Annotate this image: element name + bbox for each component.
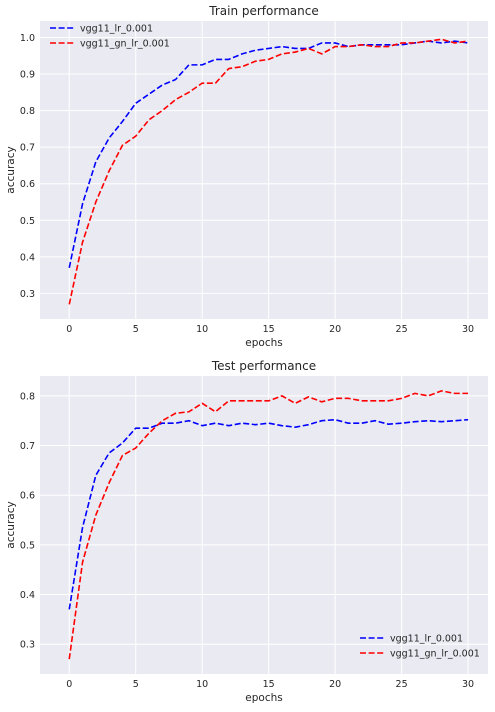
y-tick-label: 1.0 — [20, 33, 35, 44]
x-axis-label: epochs — [245, 337, 282, 349]
legend: vgg11_lr_0.001 vgg11_gn_lr_0.001 — [50, 24, 170, 50]
legend: vgg11_lr_0.001 vgg11_gn_lr_0.001 — [360, 634, 480, 660]
x-tick-label: 15 — [263, 324, 275, 335]
y-axis-label: accuracy — [5, 501, 17, 548]
chart-panel-2: 0 5 10 15 20 25 30 0.3 0.4 0.5 0.6 0.7 0.8 Test perfo… — [5, 359, 488, 704]
chart-title: Train performance — [208, 4, 318, 18]
chart-title: Test performance — [211, 359, 316, 373]
y-tick-label: 0.8 — [20, 106, 35, 117]
x-tick-label: 20 — [329, 679, 341, 690]
y-tick-label: 0.4 — [20, 590, 35, 601]
x-tick-label: 0 — [66, 324, 72, 335]
legend-label: vgg11_gn_lr_0.001 — [390, 649, 480, 660]
series-line-vgg11_lr_0.001 — [68, 418, 469, 610]
x-tick-label: 15 — [263, 679, 275, 690]
x-tick-label: 20 — [329, 324, 341, 335]
y-tick-label: 0.4 — [20, 252, 35, 263]
y-tick-label: 0.6 — [20, 179, 35, 190]
x-tick-label: 5 — [133, 679, 139, 690]
series-line-vgg11_lr_0.001 — [68, 40, 469, 268]
plot-area — [40, 21, 488, 319]
y-tick-label: 0.5 — [20, 216, 35, 227]
x-tick-label: 25 — [396, 324, 408, 335]
y-tick-label: 0.7 — [20, 441, 35, 452]
x-tick-label: 30 — [462, 324, 474, 335]
legend-label: vgg11_gn_lr_0.001 — [80, 39, 170, 50]
legend-label: vgg11_lr_0.001 — [390, 634, 463, 645]
plot-area — [40, 376, 488, 674]
y-axis-label: accuracy — [5, 146, 17, 193]
y-tick-label: 0.3 — [20, 289, 35, 300]
x-tick-label: 5 — [133, 324, 139, 335]
x-axis-label: epochs — [245, 692, 282, 704]
y-tick-label: 0.5 — [20, 540, 35, 551]
x-tick-label: 10 — [196, 679, 208, 690]
y-tick-label: 0.6 — [20, 491, 35, 502]
legend-label: vgg11_lr_0.001 — [80, 24, 153, 35]
y-tick-label: 0.8 — [20, 391, 35, 402]
y-tick-label: 0.3 — [20, 640, 35, 651]
y-tick-label: 0.9 — [20, 70, 35, 81]
y-tick-label: 0.7 — [20, 143, 35, 154]
x-tick-label: 30 — [462, 679, 474, 690]
series-line-vgg11_gn_lr_0.001 — [68, 390, 469, 660]
x-tick-label: 25 — [396, 679, 408, 690]
x-tick-label: 10 — [196, 324, 208, 335]
x-tick-label: 0 — [66, 679, 72, 690]
chart-panel-1: 0 5 10 15 20 25 30 0.3 0.4 0.5 0.6 0.7 0.8 0.9 1.0 Trai… — [5, 4, 488, 349]
series-line-vgg11_gn_lr_0.001 — [68, 38, 469, 305]
